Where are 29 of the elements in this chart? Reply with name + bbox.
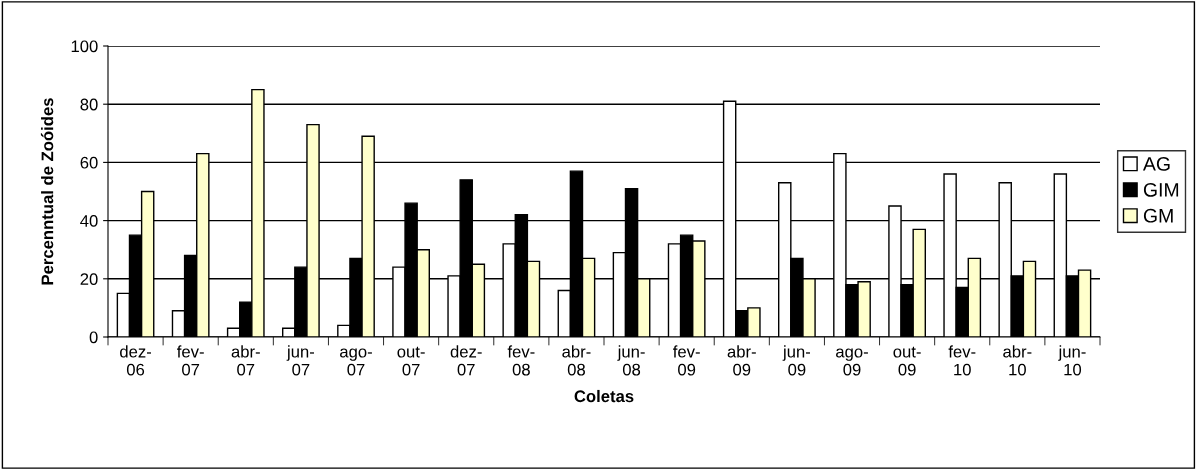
y-tick-label: 40: [80, 215, 98, 227]
x-tick-label: fev- 07: [177, 345, 204, 376]
x-tick-label: jun- 09: [782, 345, 811, 376]
x-axis-title: Coletas: [574, 389, 634, 403]
legend-label: GM: [1143, 208, 1173, 223]
legend-label: AG: [1142, 157, 1170, 171]
legend-label: GIM: [1143, 182, 1179, 197]
x-tick-label: fev- 10: [948, 345, 976, 376]
x-tick-label: abr- 09: [727, 345, 756, 376]
y-tick-label: 0: [89, 331, 98, 344]
x-tick-label: ago- 07: [340, 348, 372, 376]
x-tick-label: jun- 10: [1058, 345, 1086, 376]
x-tick-label: abr- 07: [231, 345, 260, 376]
x-tick-label: out- 07: [397, 346, 425, 376]
y-tick-label: 20: [80, 273, 98, 285]
x-tick-label: abr- 08: [562, 345, 591, 376]
x-tick-label: jun- 07: [286, 345, 315, 376]
x-tick-label: dez- 06: [120, 345, 152, 376]
x-tick-label: dez- 07: [450, 345, 482, 376]
x-tick-label: fev- 09: [673, 345, 700, 376]
x-tick-label: ago- 09: [836, 348, 868, 376]
y-tick-label: 80: [80, 98, 98, 111]
x-tick-label: jun- 08: [617, 345, 645, 376]
y-tick-label: 100: [71, 40, 98, 53]
x-tick-label: fev- 08: [507, 345, 535, 376]
x-tick-label: abr- 10: [1003, 345, 1032, 376]
x-tick-label: out- 09: [893, 346, 921, 376]
y-tick-label: 60: [80, 156, 98, 169]
y-axis-title: Percenntual de Zoóides: [40, 98, 54, 285]
